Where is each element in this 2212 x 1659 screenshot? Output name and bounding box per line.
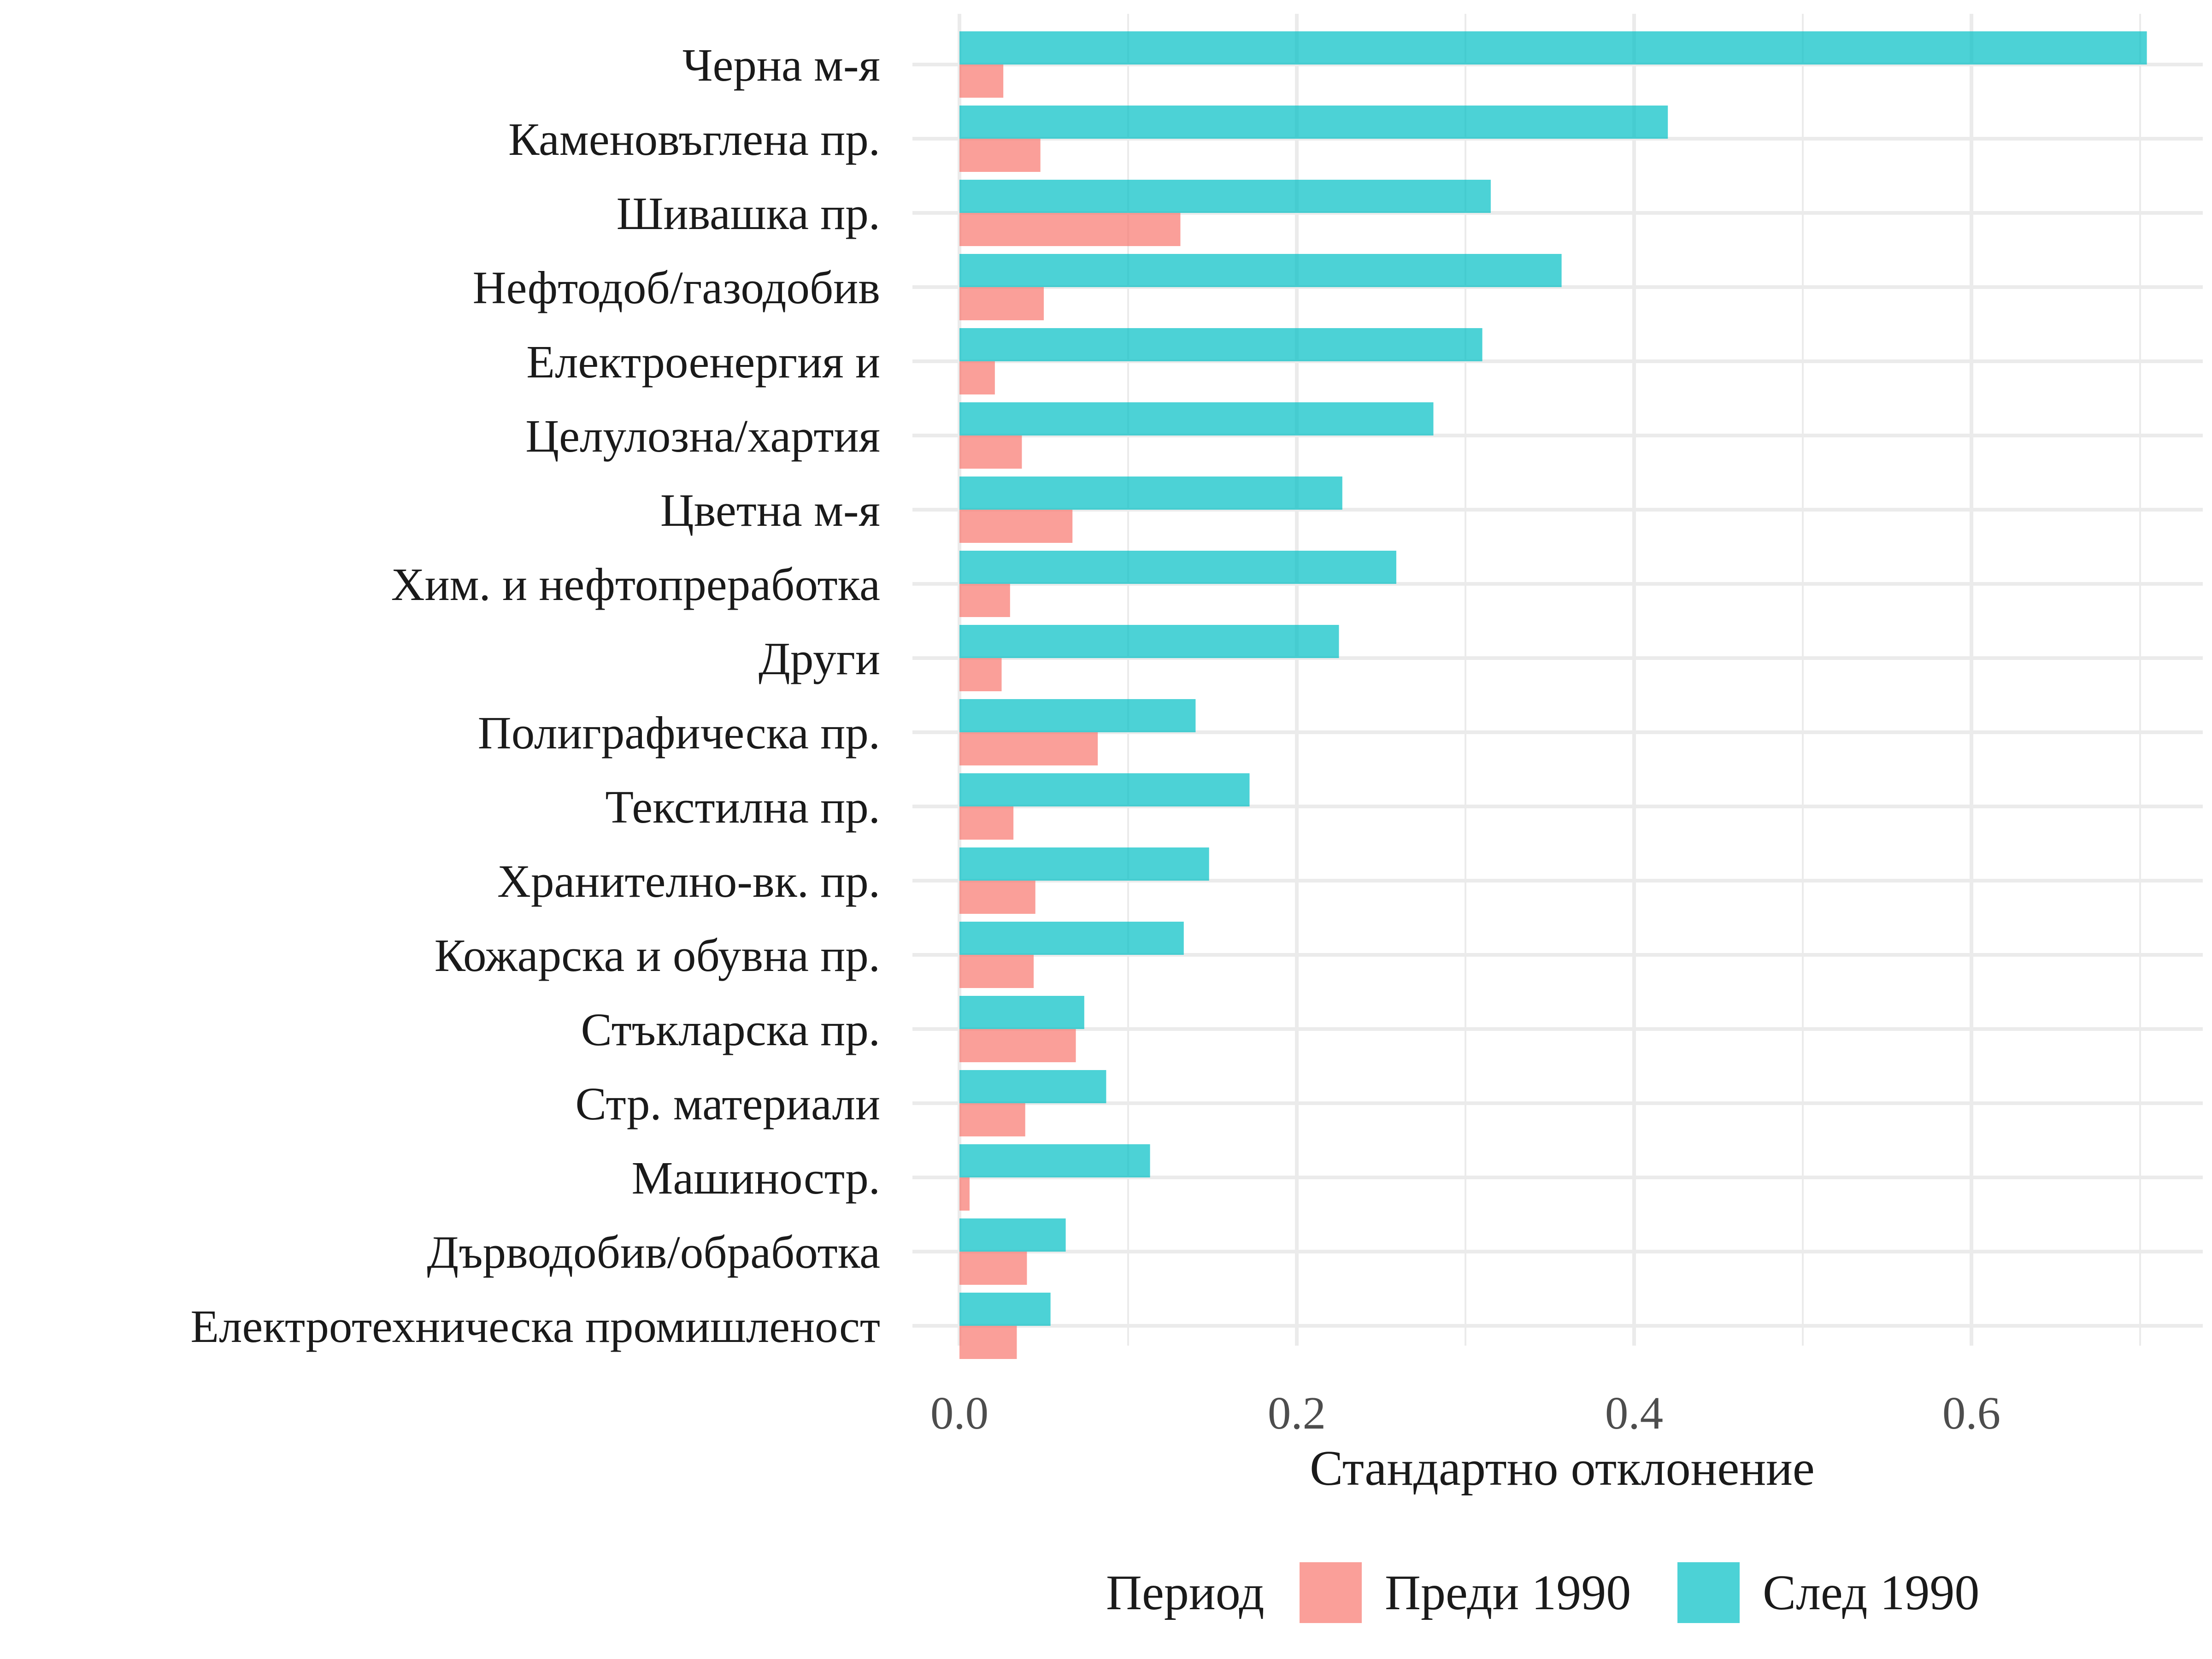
category-label: Текстилна пр. [605, 781, 880, 833]
category-label: Полиграфическа пр. [478, 707, 880, 759]
bar-after-1990 [959, 402, 1434, 435]
bar-before-1990 [959, 658, 1002, 691]
bar-after-1990 [959, 477, 1342, 510]
bar-after-1990 [959, 1293, 1051, 1326]
bar-after-1990 [959, 328, 1483, 361]
bar-before-1990 [959, 287, 1044, 320]
category-label: Каменовъглена пр. [508, 113, 880, 165]
bars [959, 31, 2147, 1359]
category-label: Хранително-вк. пр. [497, 855, 880, 907]
category-label: Черна м-я [682, 39, 880, 91]
category-label: Нефтодоб/газодобив [473, 262, 880, 313]
bar-before-1990 [959, 213, 1181, 246]
x-tick-label: 0.4 [1605, 1387, 1663, 1439]
bar-before-1990 [959, 881, 1035, 914]
bar-after-1990 [959, 996, 1084, 1029]
x-tick-label: 0.2 [1268, 1387, 1326, 1439]
category-label: Цветна м-я [660, 484, 880, 536]
bar-before-1990 [959, 584, 1010, 617]
bar-after-1990 [959, 625, 1339, 658]
bar-after-1990 [959, 1218, 1066, 1252]
bar-before-1990 [959, 955, 1034, 988]
bar-after-1990 [959, 31, 2147, 65]
bar-after-1990 [959, 1070, 1106, 1103]
category-label: Хим. и нефтопреработка [391, 559, 880, 610]
x-axis-title: Стандартно отклонение [1310, 1441, 1815, 1496]
bar-before-1990 [959, 1029, 1076, 1062]
x-tick-labels: 0.0 0.2 0.4 0.6 [930, 1387, 2000, 1439]
category-labels: Черна м-я Каменовъглена пр. Шивашка пр. Неф… [190, 39, 880, 1352]
legend-title: Период [1106, 1565, 1265, 1620]
category-label: Стъкларска пр. [581, 1004, 880, 1055]
category-label: Електроенергия и [526, 336, 880, 388]
bar-before-1990 [959, 1326, 1017, 1359]
bar-before-1990 [959, 361, 995, 394]
legend-key-before-1990 [1300, 1562, 1362, 1623]
category-label: Електротехническа промишленост [190, 1300, 880, 1352]
category-label: Целулозна/хартия [525, 410, 880, 462]
bar-after-1990 [959, 551, 1396, 584]
bar-before-1990 [959, 1252, 1027, 1285]
bar-after-1990 [959, 1144, 1150, 1177]
bar-after-1990 [959, 773, 1250, 806]
category-label: Шивашка пр. [617, 188, 880, 239]
category-label: Дърводобив/обработка [427, 1226, 880, 1278]
bar-before-1990 [959, 1103, 1025, 1136]
bar-after-1990 [959, 922, 1184, 955]
bar-after-1990 [959, 699, 1196, 732]
bar-before-1990 [959, 435, 1022, 469]
category-label: Други [759, 633, 880, 684]
bar-before-1990 [959, 806, 1014, 840]
legend-label-before-1990: Преди 1990 [1385, 1565, 1631, 1620]
bar-after-1990 [959, 254, 1562, 287]
bar-after-1990 [959, 180, 1491, 213]
bar-before-1990 [959, 65, 1004, 98]
bar-after-1990 [959, 847, 1209, 881]
category-label: Кожарска и обувна пр. [435, 930, 880, 981]
x-tick-label: 0.0 [930, 1387, 988, 1439]
bar-before-1990 [959, 139, 1041, 172]
bar-before-1990 [959, 732, 1098, 765]
bar-after-1990 [959, 106, 1668, 139]
legend-label-after-1990: След 1990 [1763, 1565, 1979, 1620]
category-label: Стр. материали [575, 1078, 880, 1130]
category-label: Машиностр. [632, 1152, 880, 1204]
legend-key-after-1990 [1677, 1562, 1740, 1623]
x-tick-label: 0.6 [1942, 1387, 2000, 1439]
legend: Период Преди 1990 След 1990 [1106, 1562, 1979, 1623]
bar-before-1990 [959, 510, 1073, 543]
bar-before-1990 [959, 1177, 970, 1211]
